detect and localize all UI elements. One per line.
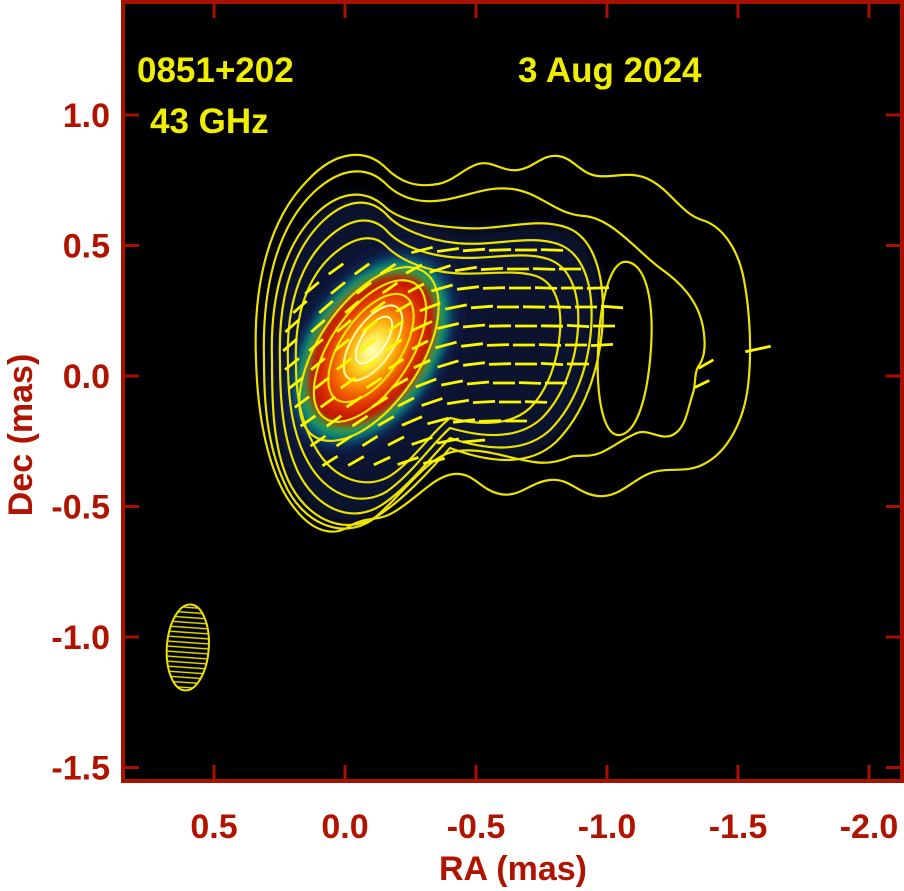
- y-tick-label: 0.0: [63, 358, 110, 396]
- y-tick-label: -1.0: [51, 619, 110, 657]
- y-tick-label: -1.5: [51, 750, 110, 788]
- contour-level-2: [262, 170, 706, 530]
- contour-level-6: [294, 237, 562, 484]
- contour-level-8: [312, 279, 428, 423]
- x-tick-label: -2.0: [840, 808, 899, 846]
- frequency-label: 43 GHz: [150, 102, 269, 141]
- x-tick-label: 0.0: [321, 808, 368, 846]
- y-axis-title: Dec (mas): [2, 354, 40, 517]
- axis-ticks: [125, 4, 900, 779]
- plot-border: [121, 0, 904, 783]
- x-tick-labels: 0.5 0.0 -0.5 -1.0 -1.5 -2.0: [190, 808, 898, 846]
- contour-level-3: [270, 193, 605, 527]
- beam-ellipse: [165, 603, 210, 692]
- contour-level-11: [355, 315, 393, 365]
- intensity-contours: [254, 153, 752, 533]
- contour-level-7: [298, 266, 440, 442]
- x-axis-title: RA (mas): [439, 850, 587, 888]
- contour-level-1: [254, 153, 752, 533]
- contour-level-4: [278, 201, 593, 515]
- contour-level-5: [286, 219, 580, 500]
- contour-jet-knot: [596, 260, 653, 437]
- contour-level-10: [342, 304, 404, 382]
- y-tick-label: 0.5: [63, 228, 110, 266]
- polarization-ticks: [282, 245, 771, 467]
- y-tick-labels: 1.0 0.5 0.0 -0.5 -1.0 -1.5: [51, 97, 110, 788]
- source-name-label: 0851+202: [137, 51, 294, 90]
- y-tick-label: 1.0: [63, 97, 110, 135]
- epoch-label: 3 Aug 2024: [518, 51, 702, 90]
- x-tick-label: -1.5: [709, 808, 768, 846]
- x-tick-label: -1.0: [578, 808, 637, 846]
- x-tick-label: 0.5: [190, 808, 237, 846]
- y-tick-label: -0.5: [51, 489, 110, 527]
- x-tick-label: -0.5: [447, 808, 506, 846]
